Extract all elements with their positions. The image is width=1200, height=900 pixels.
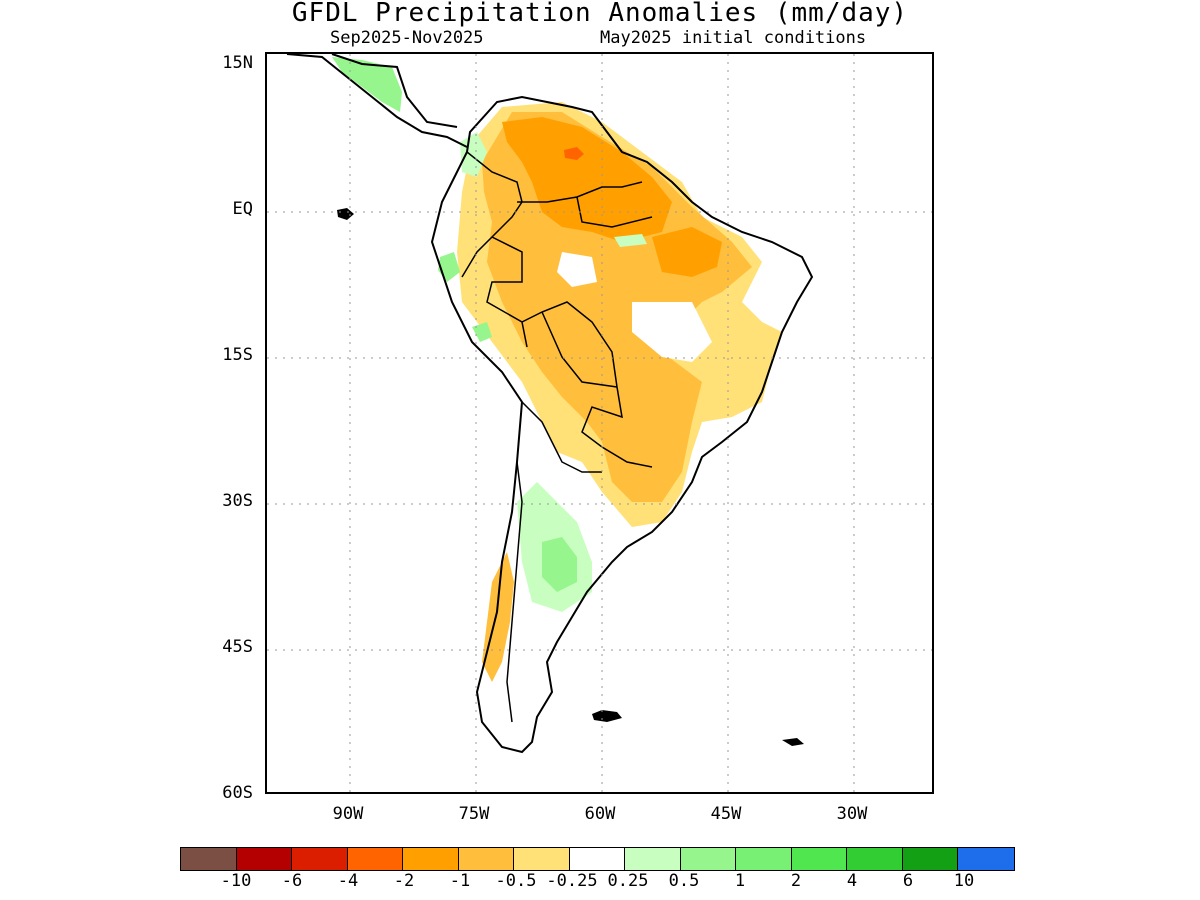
coastline: [430, 95, 814, 754]
central-america-coast: [286, 54, 468, 148]
lon-label-75w: 75W: [458, 804, 490, 824]
lon-label-30w: 30W: [836, 804, 868, 824]
colorbar: [180, 847, 1015, 871]
lat-label-15n: 15N: [222, 53, 253, 73]
colorbar-swatch: [514, 848, 570, 870]
country-borders: [461, 151, 653, 723]
lat-label-15s: 15S: [222, 345, 253, 365]
colorbar-label: 0.5: [668, 871, 700, 891]
forecast-period: Sep2025-Nov2025: [330, 28, 484, 48]
neutral-area-2: [632, 302, 712, 362]
falkland-islands: [592, 710, 622, 722]
colorbar-swatch: [958, 848, 1014, 870]
colorbar-swatch: [680, 848, 736, 870]
colorbar-label: -4: [337, 871, 359, 891]
lon-label-90w: 90W: [332, 804, 364, 824]
lat-label-60s: 60S: [222, 783, 253, 803]
colorbar-label: -1: [449, 871, 471, 891]
colorbar-swatch: [625, 848, 681, 870]
wet-region-peru: [472, 322, 492, 342]
neutral-area-1: [557, 252, 597, 287]
colorbar-swatch: [569, 848, 625, 870]
colorbar-swatch: [403, 848, 459, 870]
initial-conditions: May2025 initial conditions: [600, 28, 867, 48]
colorbar-swatch: [902, 848, 958, 870]
colorbar-swatch: [181, 848, 237, 870]
wet-region-amazon: [614, 234, 647, 247]
colorbar-label: 2: [790, 871, 802, 891]
lat-label-45s: 45S: [222, 637, 253, 657]
lon-label-45w: 45W: [710, 804, 742, 824]
colorbar-label: -0.25: [546, 871, 598, 891]
colorbar-swatch: [791, 848, 847, 870]
colorbar-label: -2: [393, 871, 415, 891]
south-georgia: [782, 738, 804, 746]
colorbar-swatch: [347, 848, 403, 870]
colorbar-swatch: [236, 848, 292, 870]
colorbar-label: -6: [281, 871, 303, 891]
dry-region-strong-spot: [564, 147, 584, 160]
map-panel: [265, 52, 934, 794]
colorbar-swatch: [458, 848, 514, 870]
colorbar-label: 10: [953, 871, 975, 891]
wet-region-argentina-core: [542, 537, 577, 592]
colorbar-label: -0.5: [495, 871, 537, 891]
colorbar-swatch: [847, 848, 903, 870]
colorbar-swatch: [736, 848, 792, 870]
dry-region-chile: [482, 552, 514, 682]
lat-label-eq: EQ: [232, 199, 253, 219]
colorbar-label: 1: [734, 871, 746, 891]
colorbar-swatch: [292, 848, 348, 870]
colorbar-label: 0.25: [607, 871, 649, 891]
colorbar-label: 6: [902, 871, 914, 891]
map-svg: [267, 54, 932, 792]
colorbar-label: 4: [846, 871, 858, 891]
galapagos-islands: [337, 208, 354, 220]
dry-region-core: [502, 117, 672, 242]
wet-region-colombia: [460, 132, 487, 177]
lon-label-60w: 60W: [584, 804, 616, 824]
lat-label-30s: 30S: [222, 491, 253, 511]
dry-region-east: [652, 227, 722, 277]
map-title: GFDL Precipitation Anomalies (mm/day): [291, 0, 909, 28]
colorbar-label: -10: [220, 871, 252, 891]
